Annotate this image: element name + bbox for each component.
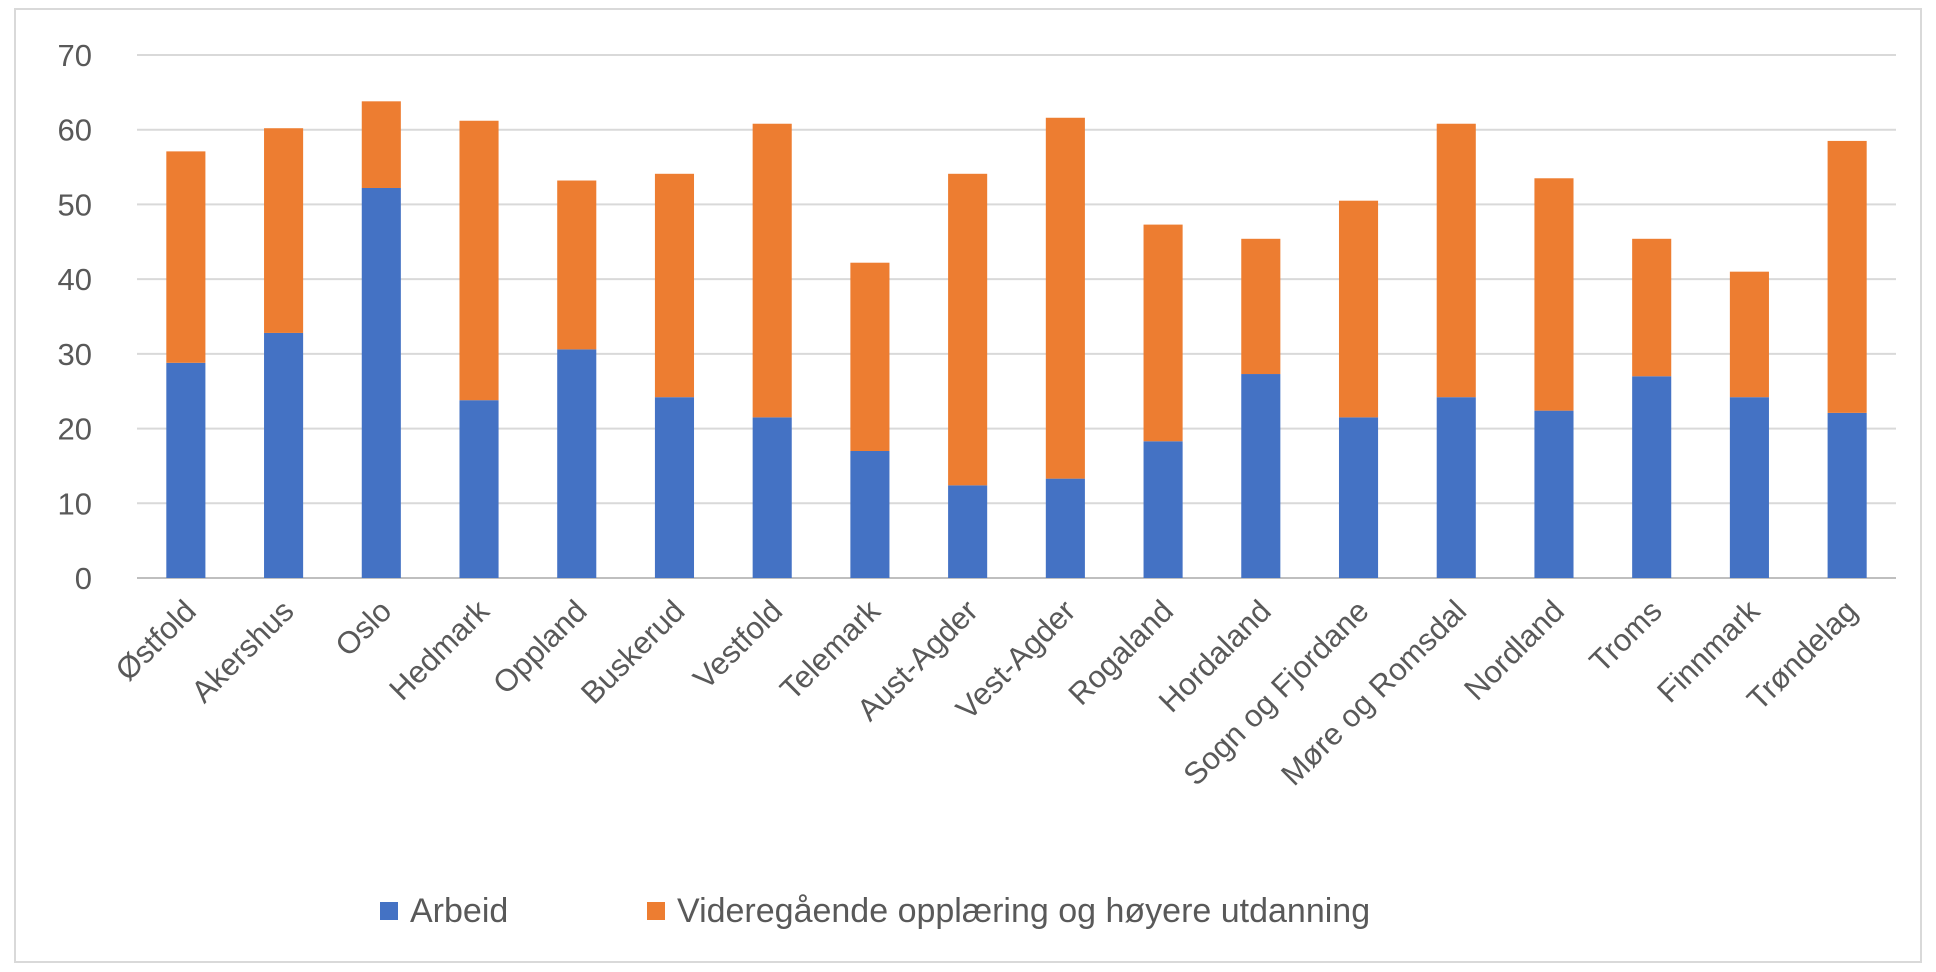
bar-utdanning-13 [1436,123,1476,398]
y-tick-label: 40 [58,262,92,297]
legend-swatch [380,902,398,920]
bar-arbeid-3 [459,400,499,578]
bar-arbeid-0 [166,362,206,578]
bar-utdanning-9 [1045,117,1085,479]
bar-arbeid-9 [1045,478,1085,578]
y-tick-label: 70 [58,38,92,73]
y-tick-label: 60 [58,113,92,148]
bar-arbeid-12 [1338,417,1379,578]
y-tick-label: 10 [58,486,92,521]
bar-utdanning-1 [264,128,304,333]
bar-utdanning-10 [1143,224,1183,442]
bar-arbeid-7 [850,450,890,578]
bar-utdanning-6 [752,123,792,418]
x-tick-label: Buskerud [574,593,691,710]
bar-utdanning-8 [948,173,988,486]
x-tick-label: Troms [1583,593,1669,679]
bar-utdanning-2 [361,101,401,188]
bar-arbeid-17 [1827,412,1867,578]
bars [166,101,1867,578]
x-tick-label: Sogn og Fjordane [1176,593,1375,792]
bar-utdanning-4 [557,180,597,350]
bar-arbeid-5 [654,397,695,578]
bar-utdanning-0 [166,151,206,363]
bar-utdanning-3 [459,120,499,401]
y-tick-label: 50 [58,187,92,222]
bar-arbeid-15 [1632,376,1672,578]
bar-utdanning-17 [1827,140,1867,413]
y-tick-label: 30 [58,337,92,372]
legend-swatch [647,902,665,920]
bar-utdanning-15 [1632,238,1672,377]
y-tick-label: 20 [58,412,92,447]
bar-utdanning-14 [1534,178,1574,411]
bar-utdanning-7 [850,262,890,451]
x-tick-label: Møre og Romsdal [1274,593,1473,792]
bar-arbeid-14 [1534,410,1574,578]
bar-arbeid-10 [1143,441,1183,578]
bar-utdanning-12 [1338,200,1379,418]
bar-utdanning-16 [1729,271,1769,398]
y-tick-label: 0 [75,561,92,596]
bar-arbeid-13 [1436,397,1476,578]
legend: Arbeid Videregående opplæring og høyere u… [380,892,1370,930]
bar-arbeid-1 [264,332,304,578]
bar-arbeid-2 [361,187,401,578]
x-tick-label: Østfold [109,593,203,687]
legend-label: Arbeid [410,892,508,930]
x-tick-label: Nordland [1457,593,1571,707]
y-axis-ticks: 0 10 20 30 40 50 60 70 [58,38,92,596]
x-tick-label: Akershus [184,593,300,709]
bar-arbeid-8 [948,485,988,578]
bar-arbeid-16 [1729,397,1769,578]
x-tick-label: Hedmark [382,593,496,707]
bar-arbeid-6 [752,417,792,578]
legend-label: Videregående opplæring og høyere utdanni… [677,892,1370,930]
bar-utdanning-11 [1241,238,1281,375]
bar-arbeid-4 [557,349,597,578]
bar-utdanning-5 [654,173,695,398]
bar-arbeid-11 [1241,374,1281,578]
gridlines [137,54,1896,579]
x-tick-label: Oslo [328,593,398,663]
